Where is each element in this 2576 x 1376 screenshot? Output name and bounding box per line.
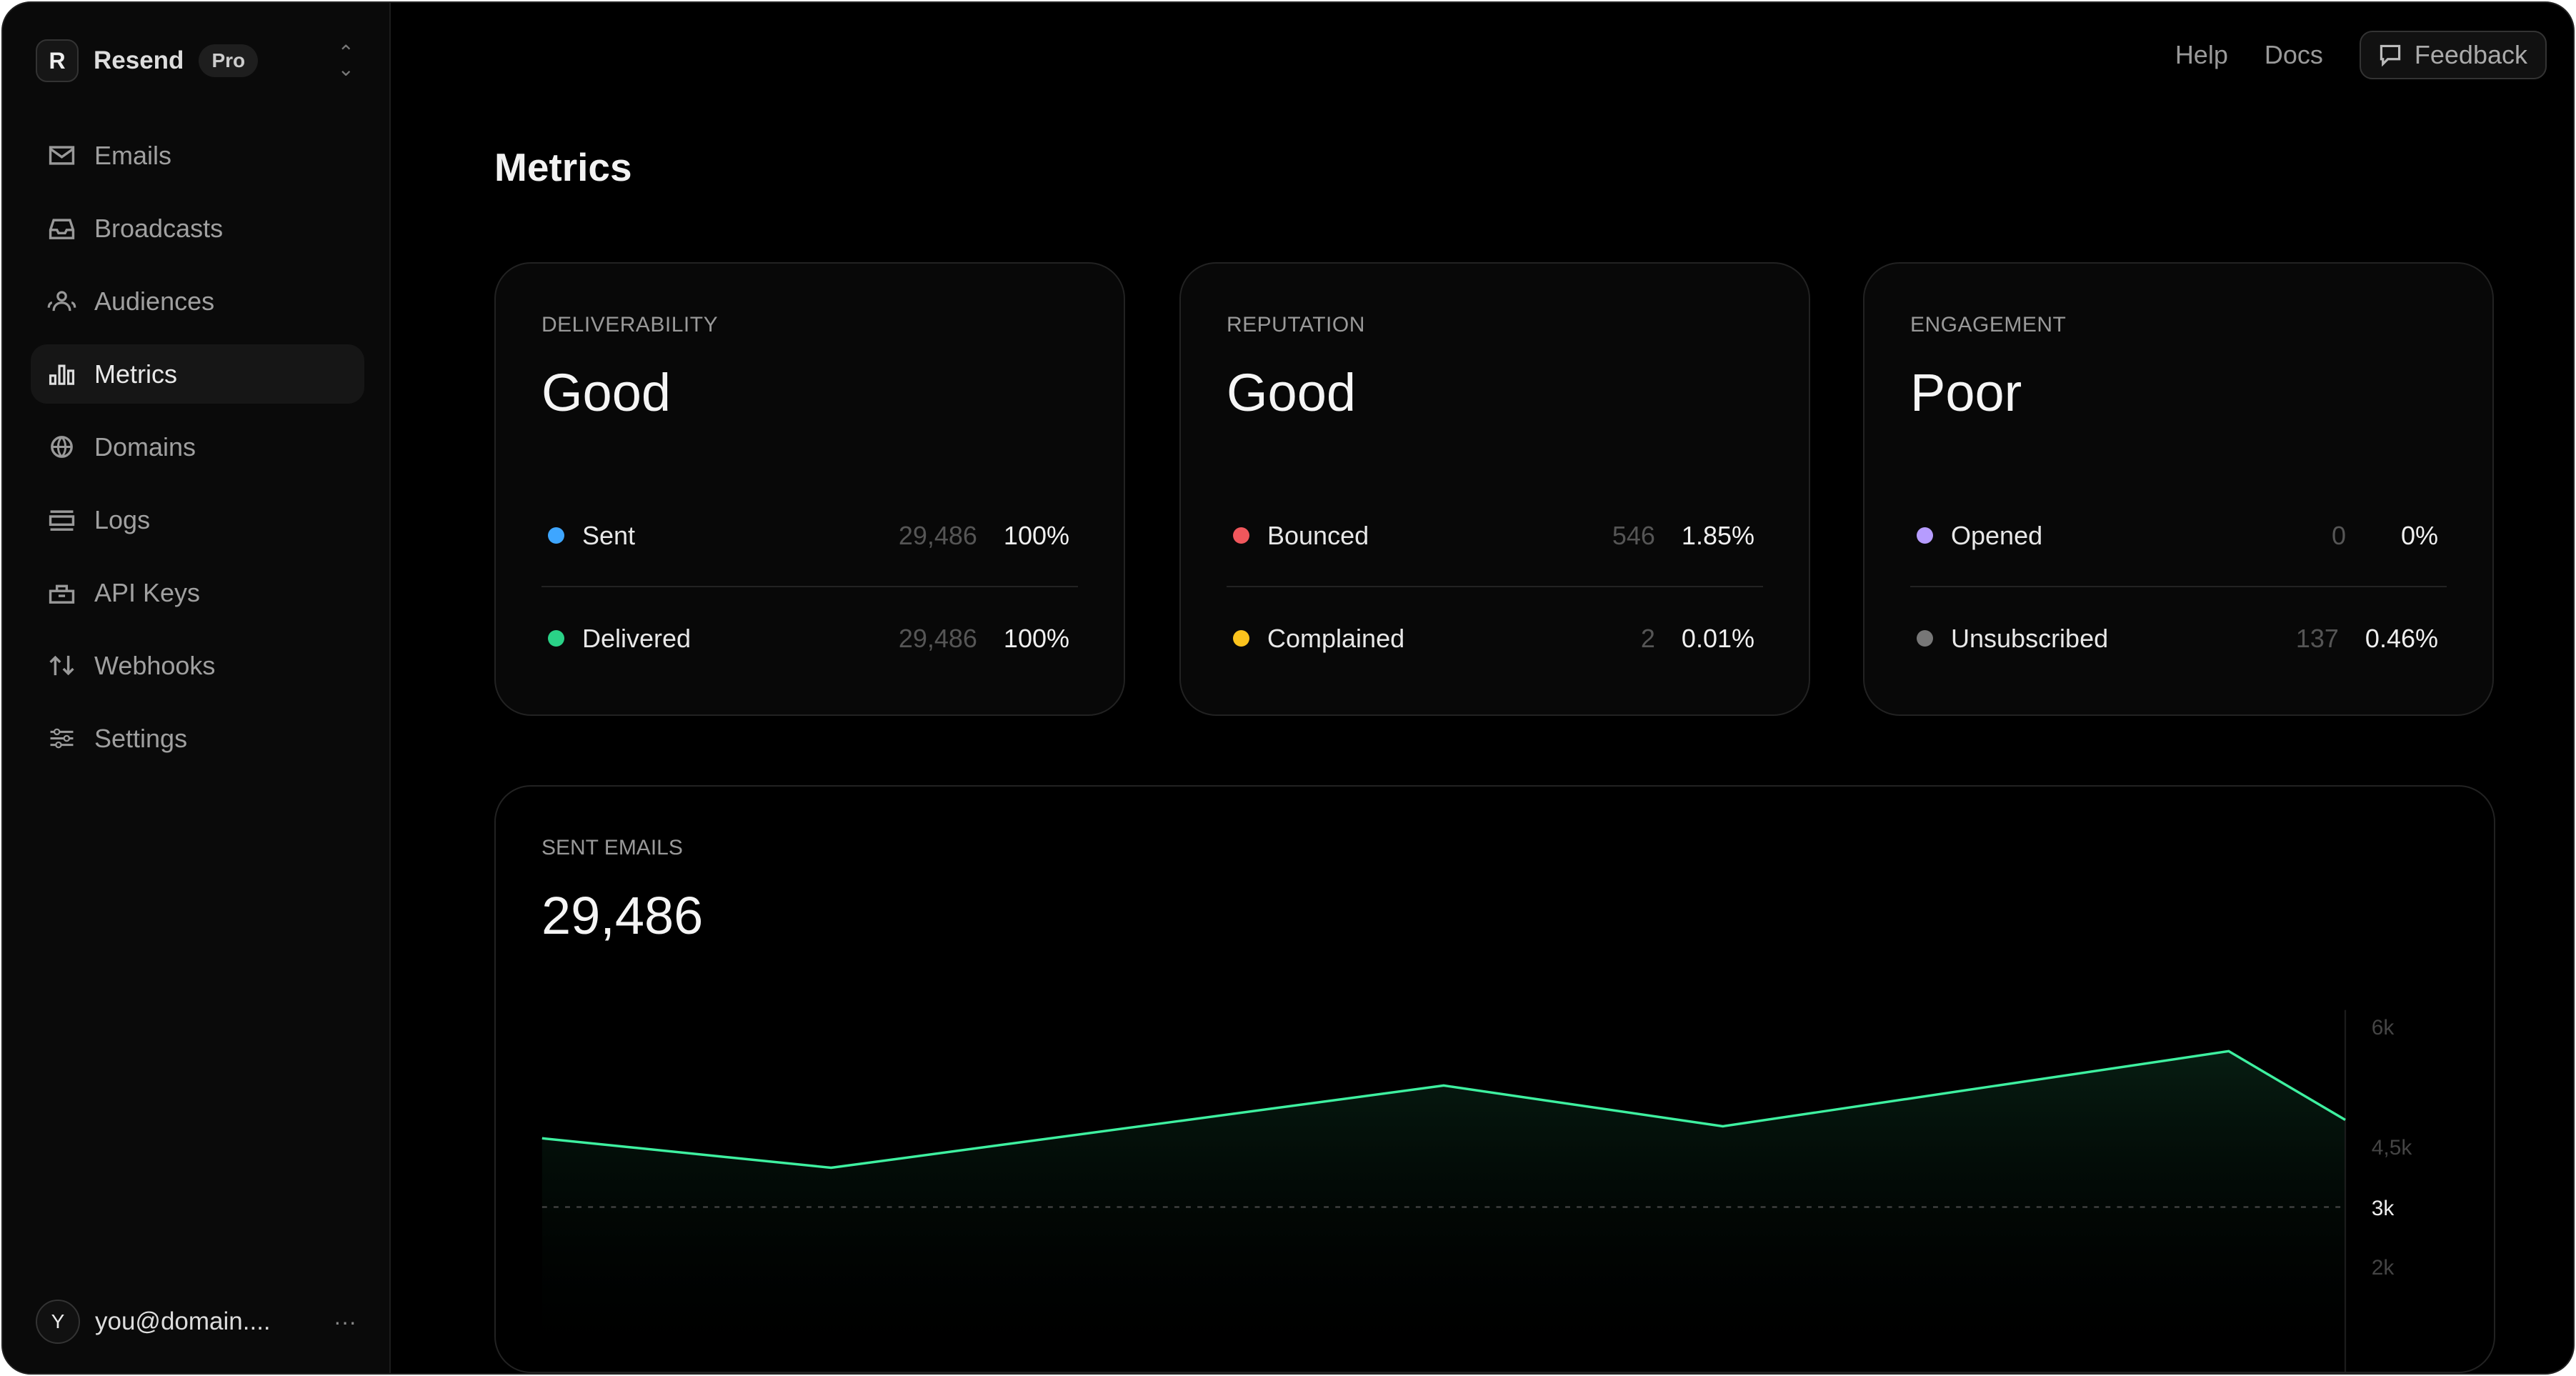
y-tick-label: 6k — [2372, 1016, 2395, 1040]
resend-logo: R — [36, 39, 79, 82]
y-tick-label: 4,5k — [2372, 1136, 2412, 1160]
brand-name: Resend — [94, 46, 184, 74]
card-label: ENGAGEMENT — [1910, 313, 2067, 336]
help-link[interactable]: Help — [2175, 40, 2228, 69]
message-square-icon — [2380, 44, 2401, 66]
metric-row-unsubscribed: Unsubscribed 137 0.46% — [1910, 587, 2447, 689]
metric-percent: 0.01% — [1681, 623, 1754, 653]
sidebar-item-label: Emails — [94, 140, 172, 170]
metric-percent: 1.85% — [1681, 520, 1754, 550]
more-icon[interactable]: ··· — [334, 1308, 356, 1335]
metric-name: Complained — [1267, 623, 1405, 653]
plan-badge: Pro — [199, 44, 259, 77]
metric-count: 0 — [2331, 520, 2346, 550]
deliverability-card: DELIVERABILITY Good Sent 29,486 100% Delivere… — [494, 262, 1125, 716]
metric-row-delivered: Delivered 29,486 100% — [541, 587, 1078, 689]
sent-emails-label: SENT EMAILS — [541, 836, 683, 859]
metric-name: Sent — [582, 520, 636, 550]
card-value: Good — [541, 363, 672, 422]
bar-chart-icon — [49, 364, 75, 385]
engagement-card: ENGAGEMENT Poor Opened 0 0% Unsubscribed 137 0.… — [1863, 262, 2494, 716]
sidebar: R Resend Pro ⌃ ⌄ Emails Broadcasts Audience… — [3, 3, 391, 1373]
metric-row-opened: Opened 0 0% — [1910, 485, 2447, 587]
metric-percent: 0.46% — [2365, 623, 2438, 653]
docs-link[interactable]: Docs — [2264, 40, 2323, 69]
arrows-icon — [49, 655, 74, 676]
metric-name: Bounced — [1267, 520, 1369, 550]
sidebar-item-label: API Keys — [94, 577, 201, 607]
team-switcher[interactable]: R Resend Pro ⌃ ⌄ — [36, 39, 364, 82]
logs-icon — [49, 510, 75, 531]
metric-percent: 0% — [2400, 520, 2438, 550]
metric-count: 137 — [2295, 623, 2339, 653]
users-icon — [47, 291, 76, 311]
reputation-card: REPUTATION Good Bounced 546 1.85% Complained 2… — [1179, 262, 1810, 716]
user-menu[interactable]: Y you@domain.... ··· — [36, 1300, 356, 1344]
inbox-icon — [49, 219, 75, 239]
sent-emails-value: 29,486 — [541, 886, 704, 945]
sidebar-item-label: Logs — [94, 504, 151, 534]
status-dot — [1233, 527, 1249, 544]
lock-icon — [49, 584, 75, 604]
area-fill — [541, 1051, 2346, 1372]
card-label: DELIVERABILITY — [541, 313, 719, 336]
status-dot — [1917, 527, 1933, 544]
metric-count: 29,486 — [898, 623, 977, 653]
sidebar-item-api-keys[interactable]: API Keys — [31, 563, 364, 622]
status-dot — [548, 630, 564, 647]
sliders-icon — [50, 728, 74, 749]
metric-name: Opened — [1951, 520, 2043, 550]
metric-row-sent: Sent 29,486 100% — [541, 485, 1078, 587]
sidebar-item-label: Audiences — [94, 286, 215, 316]
status-dot — [1917, 630, 1933, 647]
avatar: Y — [36, 1300, 80, 1344]
sidebar-item-broadcasts[interactable]: Broadcasts — [31, 199, 364, 258]
metric-count: 29,486 — [898, 520, 977, 550]
metric-name: Unsubscribed — [1951, 623, 2109, 653]
sidebar-item-metrics[interactable]: Metrics — [31, 344, 364, 404]
globe-icon — [51, 436, 73, 458]
sidebar-item-label: Metrics — [94, 359, 177, 389]
metric-percent: 100% — [1003, 520, 1069, 550]
metric-count: 2 — [1640, 623, 1655, 653]
sidebar-item-webhooks[interactable]: Webhooks — [31, 636, 364, 695]
sidebar-item-label: Webhooks — [94, 650, 216, 680]
y-tick-label: 3k — [2372, 1197, 2395, 1220]
y-tick-label: 2k — [2372, 1256, 2395, 1280]
top-bar: Help Docs Feedback — [2175, 31, 2547, 79]
sidebar-item-logs[interactable]: Logs — [31, 490, 364, 549]
card-label: REPUTATION — [1227, 313, 1365, 336]
status-dot — [1233, 630, 1249, 647]
card-value: Poor — [1910, 363, 2022, 422]
sidebar-item-emails[interactable]: Emails — [31, 126, 364, 185]
feedback-button[interactable]: Feedback — [2359, 31, 2547, 79]
sidebar-item-audiences[interactable]: Audiences — [31, 271, 364, 331]
card-value: Good — [1227, 363, 1357, 422]
sidebar-item-settings[interactable]: Settings — [31, 709, 364, 768]
sent-emails-chart: 6k 4,5k 3k 2k — [541, 1009, 2412, 1372]
feedback-label: Feedback — [2414, 40, 2527, 69]
sidebar-item-label: Domains — [94, 432, 196, 462]
sent-emails-card: SENT EMAILS 29,486 6k 4,5k 3k 2k — [494, 785, 2495, 1373]
status-dot — [548, 527, 564, 544]
sidebar-item-domains[interactable]: Domains — [31, 417, 364, 477]
series-line — [541, 1050, 2346, 1170]
metric-row-bounced: Bounced 546 1.85% — [1227, 485, 1763, 587]
user-email: you@domain.... — [95, 1307, 271, 1335]
metric-count: 546 — [1612, 520, 1655, 550]
metric-row-complained: Complained 2 0.01% — [1227, 587, 1763, 689]
metric-percent: 100% — [1003, 623, 1069, 653]
page-title: Metrics — [494, 145, 632, 189]
metric-name: Delivered — [582, 623, 692, 653]
mail-icon — [49, 146, 75, 165]
sidebar-item-label: Settings — [94, 723, 188, 753]
sidebar-item-label: Broadcasts — [94, 213, 224, 243]
sidebar-nav: Emails Broadcasts Audiences Metrics Domains L… — [31, 126, 364, 782]
chevron-up-down-icon: ⌃ ⌄ — [337, 41, 354, 80]
